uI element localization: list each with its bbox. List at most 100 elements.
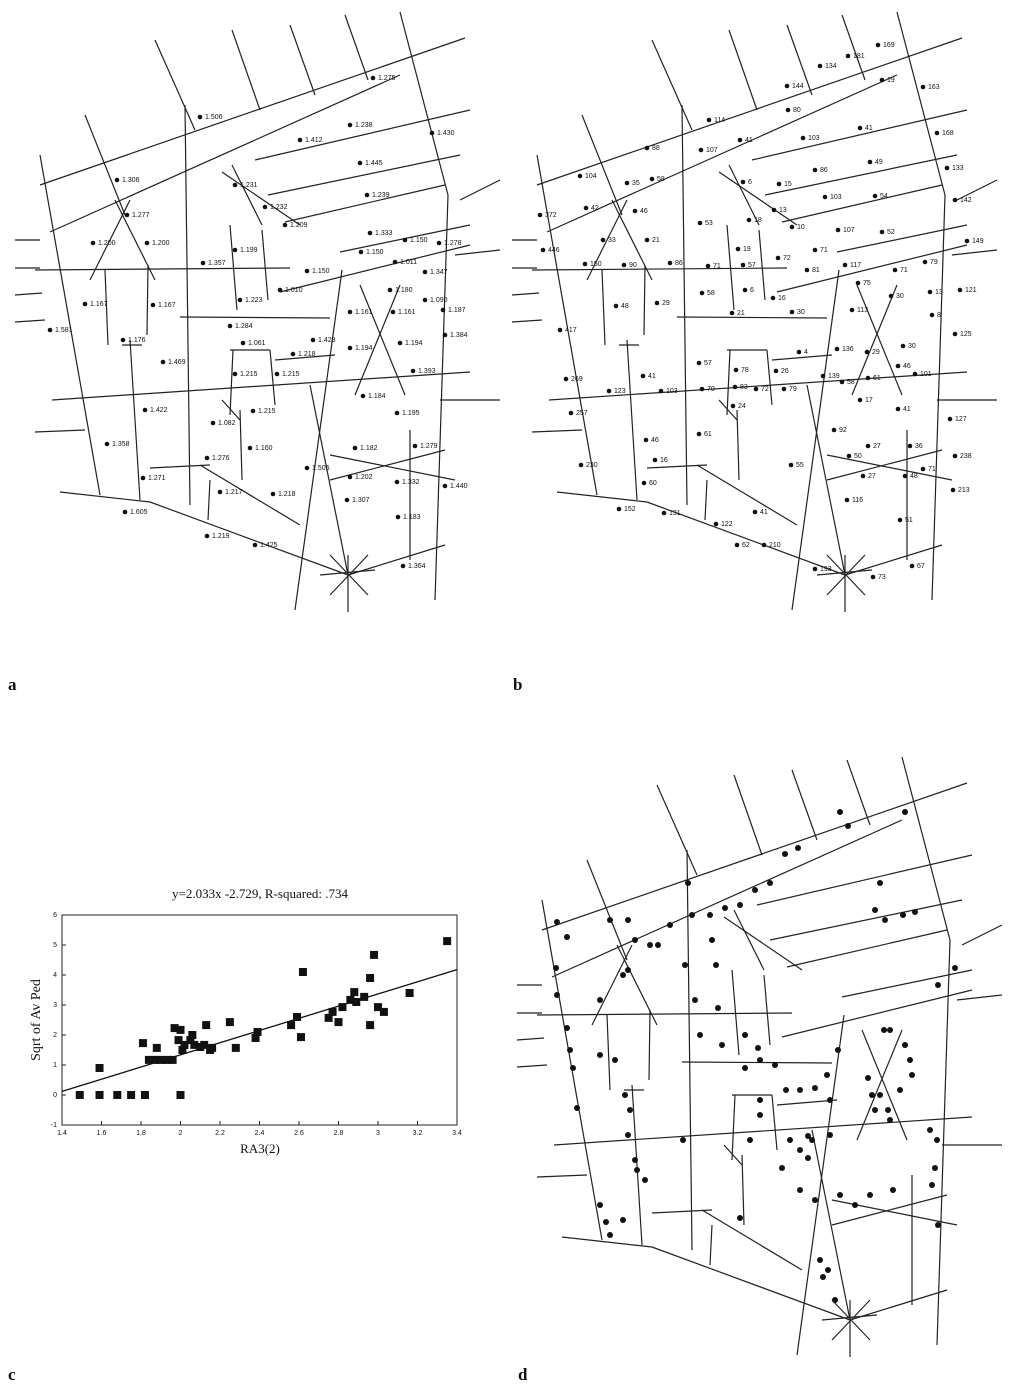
- pedestrian-dot: [667, 922, 673, 928]
- map-label: 58: [847, 379, 855, 386]
- street: [701, 1209, 803, 1271]
- pedestrian-dot: [757, 1057, 763, 1063]
- map-point: [957, 287, 963, 293]
- map-label: 117: [850, 262, 861, 269]
- map-point: [247, 445, 253, 451]
- pedestrian-dot: [757, 1112, 763, 1118]
- map-point: [643, 437, 649, 443]
- point: [168, 1055, 177, 1064]
- street: [546, 74, 898, 233]
- map-label: 1.150: [312, 268, 330, 275]
- map-label: 1.278: [444, 240, 462, 247]
- street: [861, 1029, 908, 1141]
- pedestrian-dot: [869, 1092, 875, 1098]
- map-label: 1.167: [158, 302, 176, 309]
- pedestrian-dot: [719, 1042, 725, 1048]
- pedestrian-dot: [797, 1087, 803, 1093]
- street: [841, 969, 973, 998]
- point: [170, 1024, 179, 1033]
- map-label: 103: [830, 194, 842, 201]
- map-label: 238: [960, 453, 972, 460]
- pedestrian-dot: [627, 1107, 633, 1113]
- map-point: [857, 397, 863, 403]
- street: [728, 164, 760, 226]
- point: [150, 1055, 159, 1064]
- point: [287, 1021, 296, 1030]
- point: [188, 1031, 197, 1039]
- x-tick-label: 3.2: [413, 1130, 423, 1137]
- point: [251, 1034, 260, 1042]
- point: [366, 974, 375, 982]
- point: [443, 937, 452, 946]
- map-label: 114: [714, 117, 725, 124]
- map-label: 55: [796, 462, 804, 469]
- point: [366, 1021, 375, 1030]
- map-label: 1.217: [225, 489, 243, 496]
- street: [956, 179, 998, 201]
- point: [405, 989, 414, 997]
- map-label: 107: [706, 147, 718, 154]
- x-tick-label: 3: [376, 1130, 380, 1137]
- street: [733, 774, 763, 856]
- map-label: 58: [657, 176, 665, 183]
- map-point: [114, 177, 120, 183]
- street: [239, 409, 243, 481]
- map-point: [822, 194, 828, 200]
- panel-letter: a: [8, 675, 17, 694]
- street: [399, 11, 449, 196]
- street: [806, 384, 846, 576]
- pedestrian-dot: [787, 1137, 793, 1143]
- map-point: [641, 480, 647, 486]
- map-label: 1.469: [168, 359, 186, 366]
- map-label: 70: [707, 386, 715, 393]
- street: [826, 454, 953, 481]
- map-point: [879, 77, 885, 83]
- street: [781, 989, 973, 1038]
- map-point: [204, 533, 210, 539]
- street: [901, 756, 951, 941]
- pedestrian-dot: [625, 917, 631, 923]
- map-point: [422, 269, 428, 275]
- map-label: 71: [713, 263, 721, 270]
- map-point: [232, 247, 238, 253]
- panel-letter: b: [513, 675, 522, 694]
- street: [856, 1029, 903, 1141]
- map-point: [227, 323, 233, 329]
- map-label: 1.200: [152, 240, 170, 247]
- pedestrian-dot: [737, 1215, 743, 1221]
- map-label: 1.194: [355, 345, 373, 352]
- map-point: [929, 312, 935, 318]
- street: [656, 784, 698, 876]
- street: [59, 491, 151, 503]
- pedestrian-dot: [852, 1202, 858, 1208]
- map-label: 30: [896, 293, 904, 300]
- pedestrian-dot: [752, 887, 758, 893]
- pedestrian-dot: [620, 972, 626, 978]
- map-label: 29: [662, 300, 670, 307]
- map-point: [784, 83, 790, 89]
- map-label: 1.200: [98, 240, 116, 247]
- map-point: [775, 255, 781, 261]
- street: [709, 1224, 713, 1266]
- map-point: [621, 262, 627, 268]
- map-point: [270, 491, 276, 497]
- map-label: 54: [880, 193, 888, 200]
- map-point: [237, 297, 243, 303]
- pedestrian-dot: [805, 1155, 811, 1161]
- pedestrian-dot: [872, 907, 878, 913]
- map-label: 46: [651, 437, 659, 444]
- point: [152, 1043, 161, 1052]
- map-label: 1.082: [218, 420, 236, 427]
- street: [826, 554, 866, 596]
- map-point: [804, 267, 810, 273]
- street: [731, 969, 740, 1056]
- street: [274, 354, 336, 361]
- map-label: 26: [781, 368, 789, 375]
- street: [254, 109, 471, 161]
- map-label: 30: [797, 309, 805, 316]
- street: [536, 37, 963, 186]
- point: [95, 1064, 104, 1072]
- map-label: 372: [545, 212, 557, 219]
- map-label: 1.161: [398, 309, 416, 316]
- pedestrian-dot: [890, 1187, 896, 1193]
